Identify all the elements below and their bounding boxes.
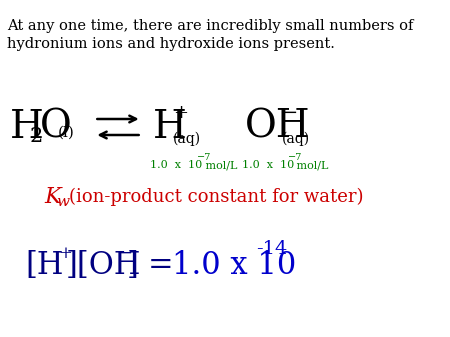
Text: (aq): (aq): [282, 132, 310, 146]
Text: 1.0  x  10: 1.0 x 10: [242, 160, 294, 170]
Text: K: K: [45, 186, 61, 208]
Text: H: H: [153, 109, 187, 146]
Text: mol/L: mol/L: [293, 160, 329, 170]
Text: 1.0 x 10: 1.0 x 10: [171, 249, 296, 280]
Text: −7: −7: [288, 153, 303, 162]
Text: 2: 2: [30, 126, 43, 146]
Text: O: O: [40, 109, 71, 146]
Text: (aq): (aq): [173, 132, 202, 146]
Text: mol/L: mol/L: [202, 160, 237, 170]
Text: 1.0  x  10: 1.0 x 10: [150, 160, 202, 170]
Text: −: −: [282, 104, 297, 122]
Text: w: w: [56, 195, 69, 209]
Text: −7: −7: [197, 153, 211, 162]
Text: (ion-product constant for water): (ion-product constant for water): [69, 188, 363, 206]
Text: −: −: [118, 245, 132, 262]
Text: +: +: [58, 245, 72, 262]
Text: H: H: [10, 109, 44, 146]
Text: hydronium ions and hydroxide ions present.: hydronium ions and hydroxide ions presen…: [7, 37, 335, 51]
Text: +: +: [173, 104, 189, 122]
Text: [H: [H: [26, 249, 64, 280]
Text: =: =: [148, 249, 173, 280]
Text: (l): (l): [58, 126, 74, 140]
Text: ]: ]: [127, 249, 139, 280]
Text: ][OH: ][OH: [65, 249, 140, 280]
Text: At any one time, there are incredibly small numbers of: At any one time, there are incredibly sm…: [7, 19, 413, 33]
Text: OH: OH: [245, 109, 310, 146]
Text: -14: -14: [256, 240, 287, 258]
